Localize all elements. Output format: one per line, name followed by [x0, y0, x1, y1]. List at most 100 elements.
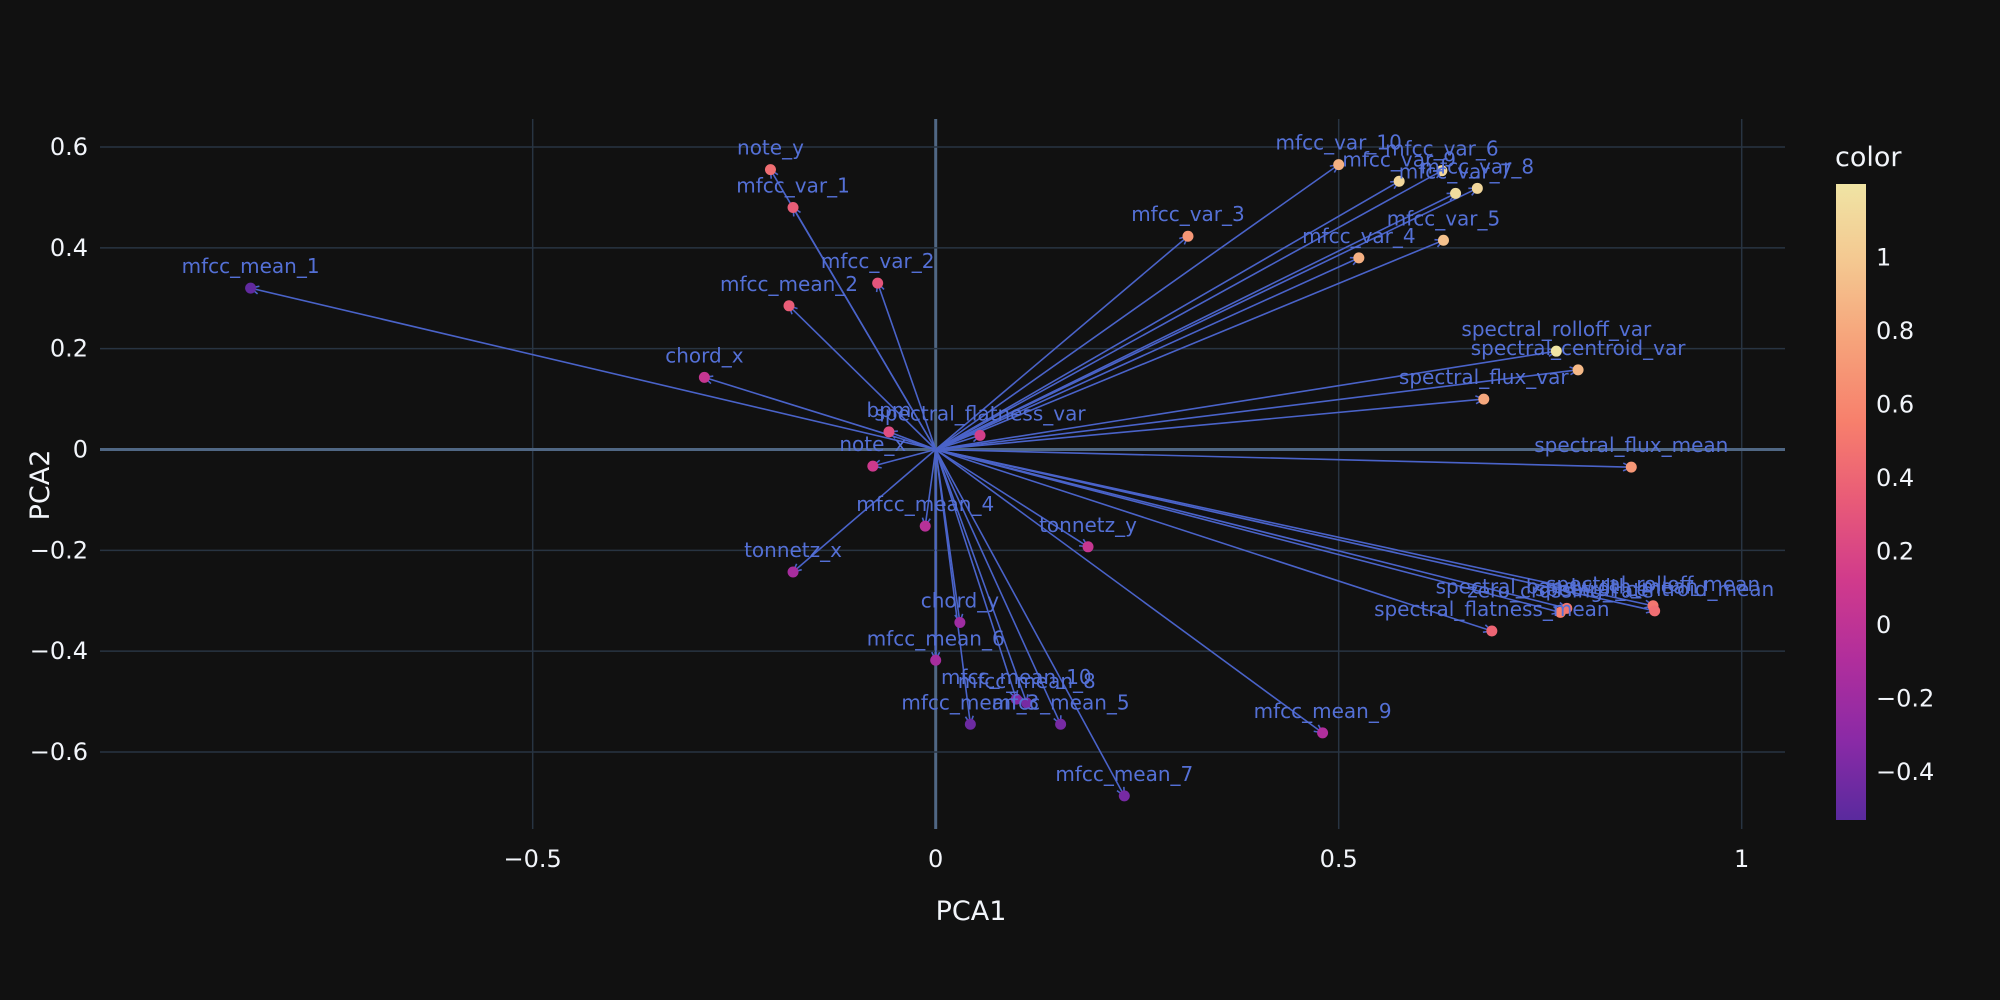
colorbar: color −0.4 −0.2 0 0.2 0.4 0.6 0.8 1 — [1835, 142, 1934, 820]
loading-arrow — [935, 448, 1567, 610]
point-label: spectral_flux_var — [1399, 365, 1569, 389]
data-point — [1486, 625, 1498, 637]
data-point — [1625, 461, 1637, 473]
loading-arrow — [792, 207, 937, 450]
data-point — [1437, 234, 1449, 246]
point-label: spectral_flatness_mean — [1374, 597, 1610, 621]
loading-arrow — [935, 448, 1632, 468]
grid — [100, 119, 1785, 829]
data-point — [954, 616, 966, 628]
x-tick-label: −0.5 — [504, 845, 562, 873]
y-tick-label: −0.6 — [30, 738, 88, 766]
point-label: spectral_rolloff_mean — [1546, 572, 1760, 596]
data-point — [787, 566, 799, 578]
point-label: mfcc_mean_7 — [1055, 762, 1193, 786]
loading-arrow — [935, 398, 1484, 451]
colorbar-gradient — [1836, 184, 1866, 820]
point-label: mfcc_var_3 — [1131, 202, 1245, 226]
data-point — [1561, 602, 1573, 614]
loading-arrow — [935, 448, 1493, 632]
loading-arrow — [935, 448, 1561, 614]
loading-arrow — [924, 449, 937, 527]
point-label: spectral_centroid_mean — [1535, 577, 1774, 601]
loading-arrow — [934, 449, 1126, 797]
data-point — [1182, 230, 1194, 242]
loading-arrow — [935, 448, 1655, 612]
y-tick-label: 0 — [73, 436, 88, 464]
data-point — [872, 277, 884, 289]
data-point — [764, 164, 776, 176]
point-label: mfcc_mean_6 — [867, 626, 1005, 650]
point-label: mfcc_mean_2 — [720, 272, 858, 296]
loading-arrow — [250, 287, 936, 451]
y-axis-title: PCA2 — [25, 450, 56, 521]
data-point — [245, 282, 257, 294]
point-label: zero_crossing_rate — [1467, 578, 1653, 602]
point-label: mfcc_mean_10 — [941, 665, 1092, 689]
point-label: mfcc_var_10 — [1276, 131, 1402, 155]
point-label: mfcc_mean_4 — [856, 492, 994, 516]
point-label: mfcc_mean_3 — [901, 690, 1039, 714]
colorbar-tick-label: 0 — [1876, 611, 1891, 639]
loading-arrow — [935, 257, 1360, 451]
data-point — [867, 460, 879, 472]
loading-arrow — [888, 431, 936, 451]
data-point — [883, 426, 895, 438]
loading-arrow — [876, 282, 937, 450]
scatter-points — [245, 159, 1661, 802]
point-label: mfcc_var_9 — [1342, 147, 1456, 171]
loading-arrow — [788, 305, 937, 451]
data-point — [783, 300, 795, 312]
data-point — [919, 520, 931, 532]
x-axis-title: PCA1 — [936, 896, 1007, 927]
point-label: mfcc_mean_9 — [1254, 699, 1392, 723]
x-axis-ticks: −0.5 0 0.5 1 — [504, 845, 1750, 873]
loading-arrow — [935, 163, 1340, 451]
colorbar-tick-label: 0.6 — [1876, 391, 1914, 419]
colorbar-tick-label: 0.4 — [1876, 464, 1914, 492]
colorbar-tick-label: 0.2 — [1876, 538, 1914, 566]
point-label: mfcc_var_2 — [821, 249, 935, 273]
point-label: mfcc_var_6 — [1385, 137, 1499, 161]
point-label: spectral_centroid_var — [1471, 336, 1686, 360]
data-point — [1649, 605, 1661, 617]
point-label: mfcc_mean_5 — [992, 690, 1130, 714]
loading-arrow — [935, 192, 1456, 451]
loading-arrow — [934, 449, 1062, 725]
point-label: mfcc_mean_1 — [182, 254, 320, 278]
point-label: note_y — [737, 136, 804, 160]
colorbar-tick-label: 0.8 — [1876, 317, 1914, 345]
data-point — [1021, 697, 1033, 709]
data-point — [964, 718, 976, 730]
x-tick-label: 0 — [928, 845, 943, 873]
colorbar-ticks: −0.4 −0.2 0 0.2 0.4 0.6 0.8 1 — [1876, 244, 1934, 787]
data-point — [1572, 364, 1584, 376]
point-label: tonnetz_x — [744, 538, 842, 562]
loading-arrow — [935, 448, 1324, 734]
point-label: mfcc_var_7 — [1399, 159, 1513, 183]
colorbar-title: color — [1835, 142, 1902, 173]
x-tick-label: 1 — [1734, 845, 1749, 873]
y-tick-label: −0.2 — [30, 536, 88, 564]
loading-arrow — [935, 239, 1444, 451]
point-label: note_x — [839, 432, 906, 456]
loading-arrow — [935, 169, 1443, 451]
colorbar-tick-label: −0.2 — [1876, 685, 1934, 713]
y-tick-label: 0.2 — [50, 335, 88, 363]
loading-arrow — [704, 376, 936, 451]
loading-arrow — [872, 448, 936, 467]
point-label: mfcc_mean_8 — [958, 669, 1096, 693]
data-point — [1550, 345, 1562, 357]
loading-arrow — [935, 235, 1189, 451]
data-point — [1478, 393, 1490, 405]
data-point — [1333, 159, 1345, 171]
data-point — [1082, 541, 1094, 553]
data-point — [1471, 182, 1483, 194]
point-label: mfcc_var_8 — [1421, 154, 1535, 178]
y-axis-ticks: −0.6 −0.4 −0.2 0 0.2 0.4 0.6 — [30, 133, 88, 766]
point-label: mfcc_var_1 — [736, 173, 850, 197]
data-point — [1393, 175, 1405, 187]
colorbar-tick-label: 1 — [1876, 244, 1891, 272]
loading-arrow — [935, 187, 1478, 451]
loading-arrow — [934, 449, 1028, 704]
